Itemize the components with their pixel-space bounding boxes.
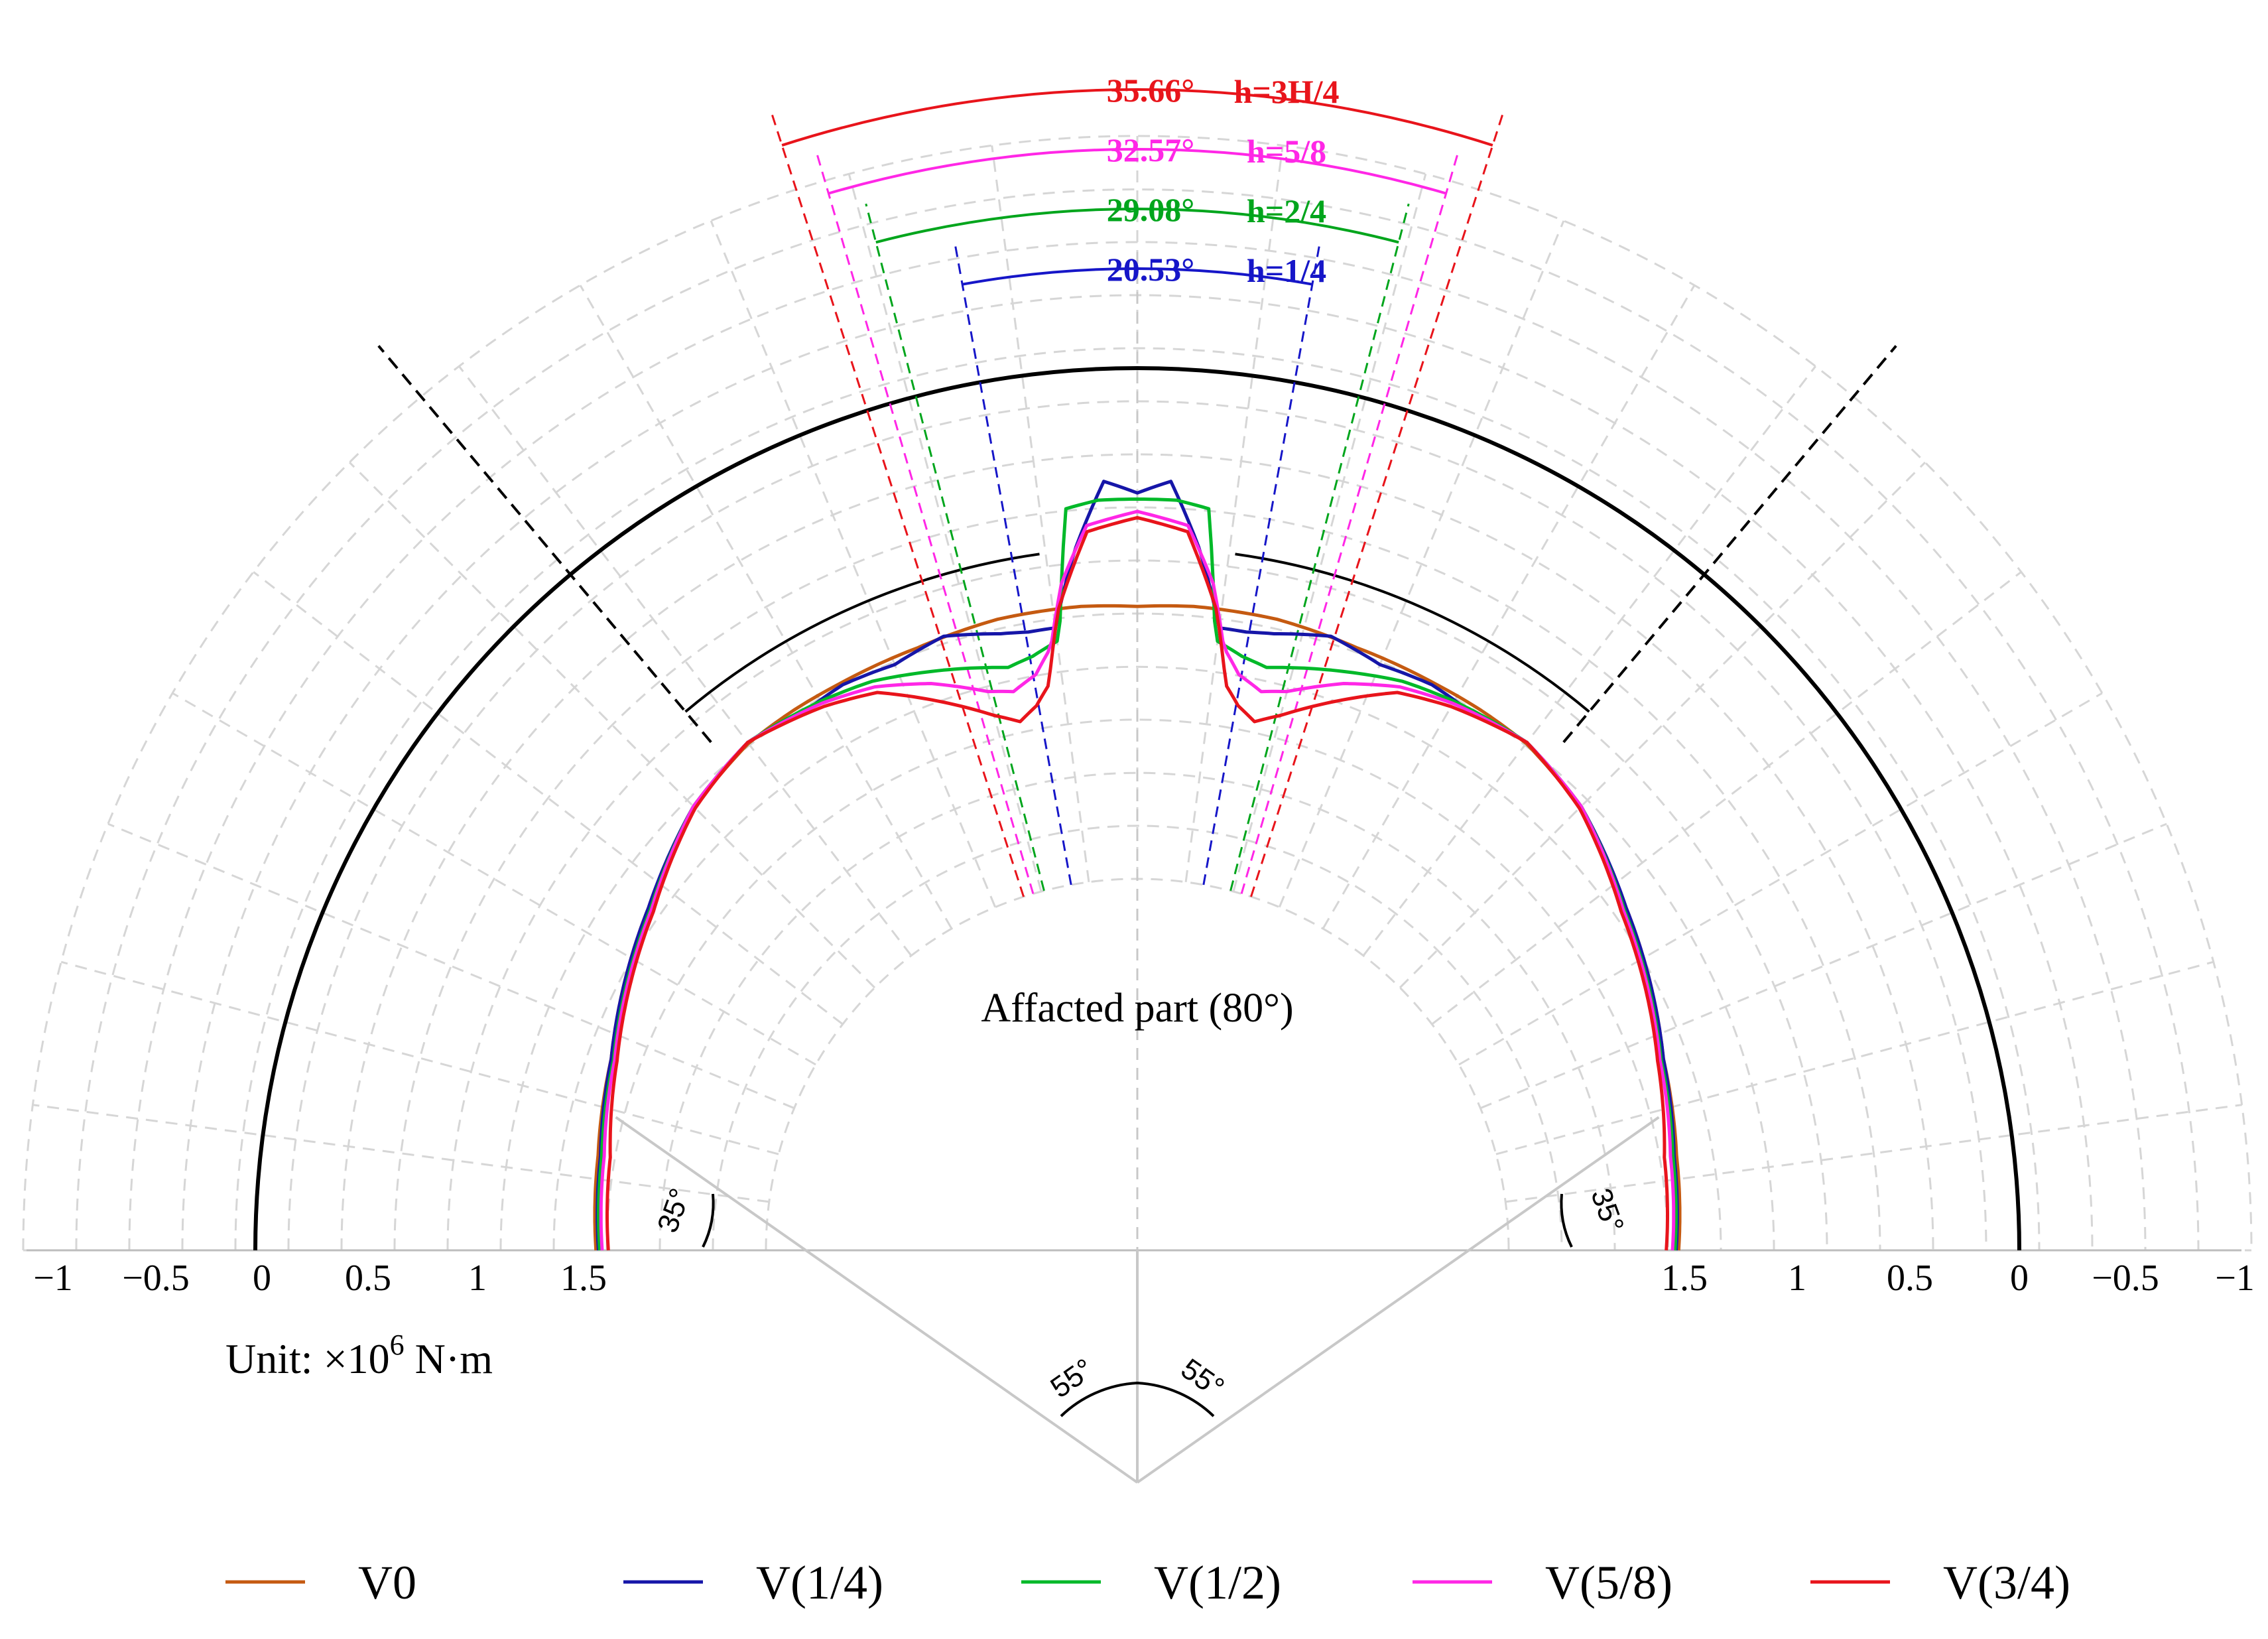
grid-spoke bbox=[1505, 1104, 2242, 1203]
grid-arc bbox=[128, 241, 2147, 1251]
dim-angle-3: 20.53° bbox=[1107, 251, 1195, 288]
grid-spoke bbox=[32, 1104, 769, 1203]
dim-bound-1-0 bbox=[816, 155, 1035, 894]
unit-label: Unit: ×106 N·m bbox=[225, 1329, 493, 1382]
grid-arc bbox=[659, 771, 1616, 1251]
tick-right-0: 1.5 bbox=[1661, 1258, 1708, 1299]
grid-arc bbox=[605, 718, 1669, 1251]
grid-arc bbox=[75, 188, 2200, 1251]
annotations: Affacted part (80°) Unit: ×106 N·m bbox=[225, 986, 1294, 1382]
tick-right-4: −0.5 bbox=[2092, 1258, 2159, 1299]
affected-part-label: Affacted part (80°) bbox=[981, 986, 1293, 1031]
grid-arc bbox=[22, 135, 2253, 1251]
grid-spoke bbox=[172, 692, 816, 1066]
dim-height-3: h=1/4 bbox=[1247, 252, 1326, 289]
legend-label-2: V(1/2) bbox=[1154, 1556, 1281, 1609]
grid-spoke bbox=[458, 365, 913, 956]
grid-arc bbox=[712, 824, 1563, 1251]
reference-circle bbox=[253, 366, 2021, 1251]
unit-suffix: N·m bbox=[405, 1335, 493, 1382]
angle-label-right-55: 55° bbox=[1175, 1352, 1230, 1404]
affected-bound-right bbox=[1562, 345, 1897, 744]
legend: V0 V(1/4) V(1/2) V(5/8) V(3/4) bbox=[225, 1556, 2070, 1609]
angle-arc-left-35 bbox=[702, 1193, 715, 1248]
angle-arc-right-35 bbox=[1560, 1193, 1573, 1248]
dim-angle-0: 35.66° bbox=[1107, 72, 1195, 109]
tick-left-1: −0.5 bbox=[122, 1258, 190, 1299]
grid-spoke bbox=[107, 822, 795, 1110]
tick-left-2: 0 bbox=[253, 1258, 271, 1299]
dim-height-0: h=3H/4 bbox=[1233, 73, 1339, 110]
dim-bound-0-0 bbox=[771, 113, 1025, 897]
dim-angle-2: 29.08° bbox=[1107, 191, 1195, 228]
tick-left-3: 0.5 bbox=[345, 1258, 391, 1299]
grid-spoke bbox=[579, 285, 953, 929]
grid-spoke bbox=[348, 461, 876, 989]
unit-exponent: 6 bbox=[390, 1329, 405, 1361]
angle-label-left-55: 55° bbox=[1044, 1352, 1100, 1404]
grid-spoke bbox=[1458, 692, 2103, 1066]
tick-left-0: −1 bbox=[33, 1258, 73, 1299]
tick-left-5: 1.5 bbox=[560, 1258, 607, 1299]
grid-spoke bbox=[253, 571, 844, 1025]
grid-arc bbox=[552, 665, 1722, 1251]
legend-label-0: V0 bbox=[358, 1556, 416, 1609]
grid-spoke bbox=[1495, 960, 2214, 1155]
grid-spoke bbox=[1431, 571, 2022, 1025]
curve-V(3/4) bbox=[605, 515, 1669, 1251]
affected-arc-right bbox=[1235, 553, 1590, 713]
dim-arc-1 bbox=[828, 147, 1447, 195]
tick-left-4: 1 bbox=[468, 1258, 487, 1299]
dim-arc-3 bbox=[962, 267, 1313, 286]
angle-dimensions: 35.66° h=3H/4 32.57° h=5/8 29.08° h=2/4 20.53°… bbox=[771, 72, 1504, 897]
dim-bound-0-1 bbox=[1250, 113, 1504, 897]
affected-arc-left bbox=[684, 553, 1040, 713]
grid-spoke bbox=[710, 220, 997, 908]
grid-spoke bbox=[1322, 285, 1696, 929]
tick-right-3: 0 bbox=[2010, 1258, 2029, 1299]
tick-right-5: −1 bbox=[2215, 1258, 2255, 1299]
grid-spoke bbox=[60, 960, 779, 1155]
legend-label-1: V(1/4) bbox=[756, 1556, 883, 1609]
grid-spoke bbox=[1278, 220, 1565, 908]
dim-bound-1-1 bbox=[1240, 155, 1458, 894]
grid-spoke bbox=[991, 145, 1090, 882]
grid-spoke bbox=[1232, 173, 1427, 892]
grid-spoke bbox=[1184, 145, 1284, 882]
dim-arc-2 bbox=[875, 208, 1399, 244]
unit-prefix: Unit: ×10 bbox=[225, 1335, 390, 1382]
dim-angle-1: 32.57° bbox=[1107, 131, 1195, 168]
dim-bound-3-0 bbox=[954, 245, 1072, 885]
grid-spoke bbox=[848, 173, 1042, 892]
grid-arc bbox=[393, 506, 1881, 1251]
grid-spoke bbox=[1480, 822, 2167, 1110]
dim-bound-2-1 bbox=[1229, 203, 1410, 891]
sector-line-left bbox=[1136, 1116, 1660, 1484]
legend-label-3: V(5/8) bbox=[1545, 1556, 1672, 1609]
legend-label-4: V(3/4) bbox=[1943, 1556, 2070, 1609]
radial-tick-labels: −1 −0.5 0 0.5 1 1.5 1.5 1 0.5 0 −0.5 −1 bbox=[33, 1258, 2255, 1299]
curve-V(5/8) bbox=[599, 509, 1676, 1251]
sector-line-right bbox=[615, 1116, 1139, 1484]
tick-right-1: 1 bbox=[1788, 1258, 1806, 1299]
tick-right-2: 0.5 bbox=[1887, 1258, 1933, 1299]
moment-curves bbox=[593, 480, 1682, 1251]
affected-bound-left bbox=[377, 345, 712, 744]
dim-arc-0 bbox=[781, 88, 1493, 147]
grid-arc bbox=[340, 453, 1934, 1251]
dim-bound-2-0 bbox=[865, 203, 1045, 891]
dim-height-1: h=5/8 bbox=[1247, 133, 1326, 170]
dim-height-2: h=2/4 bbox=[1247, 192, 1326, 229]
curve-V(1/4) bbox=[596, 480, 1679, 1251]
grid-arc bbox=[234, 347, 2041, 1251]
grid-spoke bbox=[1399, 461, 1926, 989]
dim-bound-3-1 bbox=[1202, 245, 1321, 885]
grid-spoke bbox=[1362, 365, 1816, 956]
angle-label-right-35: 35° bbox=[1584, 1184, 1630, 1236]
angle-arc-55 bbox=[1060, 1381, 1215, 1417]
